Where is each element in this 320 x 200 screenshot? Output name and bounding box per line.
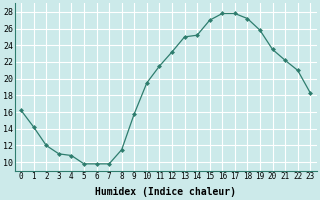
X-axis label: Humidex (Indice chaleur): Humidex (Indice chaleur) bbox=[95, 186, 236, 197]
